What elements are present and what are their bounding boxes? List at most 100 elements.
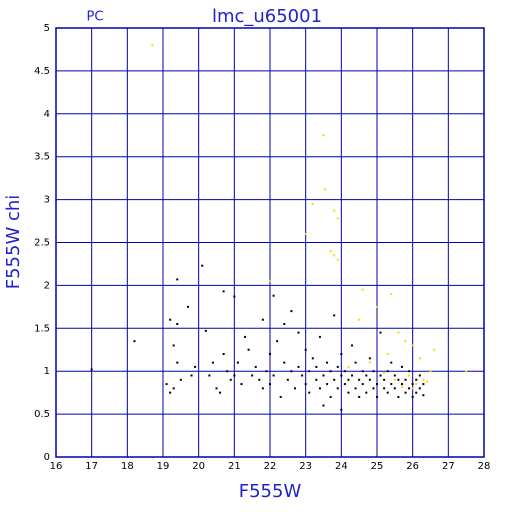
data-point [179, 378, 182, 381]
data-point [390, 383, 393, 386]
data-point [465, 370, 468, 373]
data-point [333, 314, 336, 317]
data-point [315, 378, 318, 381]
data-point [318, 335, 321, 338]
data-point [301, 374, 304, 377]
data-point [397, 395, 400, 398]
data-point [304, 383, 307, 386]
data-point [411, 395, 414, 398]
data-point [400, 385, 403, 388]
data-point [411, 383, 414, 386]
x-tick-label: 27 [442, 461, 455, 472]
data-point [379, 374, 382, 377]
data-point [408, 387, 411, 390]
data-point [372, 387, 375, 390]
data-point [361, 383, 364, 386]
data-point [390, 292, 393, 295]
data-point [340, 408, 343, 411]
data-point [226, 370, 229, 373]
x-tick-label: 20 [192, 461, 205, 472]
data-point [329, 395, 332, 398]
y-tick-label: 2.5 [34, 238, 50, 249]
data-point [324, 188, 327, 191]
plot-frame [55, 27, 485, 458]
data-point [358, 318, 361, 321]
data-point [233, 295, 236, 298]
data-point [311, 357, 314, 360]
data-point [336, 258, 339, 261]
data-point [311, 202, 314, 205]
data-point [422, 383, 425, 386]
data-point [90, 368, 93, 371]
data-point [290, 310, 293, 313]
x-tick-label: 21 [228, 461, 241, 472]
data-point [251, 374, 254, 377]
data-point [383, 371, 386, 374]
data-point [411, 387, 414, 390]
data-point [333, 254, 336, 257]
data-point [361, 288, 364, 291]
data-point [393, 378, 396, 381]
data-point [172, 387, 175, 390]
data-point [372, 370, 375, 373]
data-point [415, 383, 418, 386]
data-point [358, 378, 361, 381]
data-point [393, 387, 396, 390]
data-point [293, 387, 296, 390]
data-point [425, 380, 428, 383]
x-tick-label: 28 [478, 461, 491, 472]
data-point [393, 374, 396, 377]
data-point [333, 378, 336, 381]
data-point [336, 217, 339, 220]
data-point [269, 280, 271, 283]
data-point [315, 365, 318, 368]
data-point [318, 387, 321, 390]
data-point [379, 331, 382, 334]
data-point [347, 365, 350, 368]
data-point [176, 278, 179, 281]
data-point [208, 374, 211, 377]
data-point [422, 378, 425, 381]
data-point [415, 391, 418, 394]
y-tick-label: 2 [44, 280, 50, 291]
data-point [383, 378, 386, 381]
data-point [240, 383, 243, 386]
x-tick-label: 16 [50, 461, 63, 472]
data-point [336, 365, 339, 368]
data-point [186, 305, 189, 308]
data-point [276, 340, 279, 343]
data-point [261, 387, 264, 390]
data-point [272, 374, 275, 377]
data-point [400, 365, 403, 368]
data-point [422, 394, 425, 397]
data-point [297, 365, 300, 368]
data-point [400, 383, 403, 386]
data-point [415, 378, 418, 381]
data-point [326, 361, 329, 364]
data-point [254, 365, 257, 368]
data-point [368, 357, 371, 360]
x-tick-label: 22 [264, 461, 277, 472]
data-point [343, 370, 346, 373]
x-tick-label: 24 [335, 461, 348, 472]
y-tick-label: 1.5 [34, 323, 50, 334]
data-point [340, 374, 343, 377]
data-point [176, 323, 179, 326]
data-point [347, 378, 350, 381]
data-point [236, 361, 239, 364]
data-point [333, 209, 336, 212]
data-point [322, 134, 325, 137]
data-point [290, 370, 293, 373]
y-tick-label: 1 [44, 366, 50, 377]
data-point [247, 348, 250, 351]
data-point [222, 290, 225, 293]
data-point [361, 370, 364, 373]
data-point [261, 318, 264, 321]
data-point [176, 361, 179, 364]
data-point [418, 374, 421, 377]
data-point [201, 264, 204, 267]
y-tick-label: 4 [44, 109, 50, 120]
y-tick-label: 0 [44, 452, 50, 463]
data-point [165, 383, 168, 386]
data-point [322, 404, 325, 407]
